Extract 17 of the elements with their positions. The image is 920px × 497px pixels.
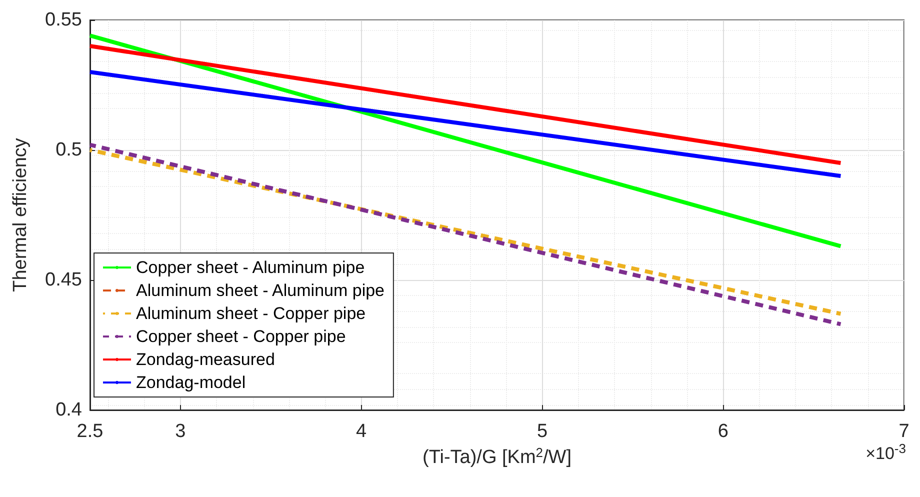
legend-label: Zondag-model [136,373,246,392]
x-tick-label: 5 [536,421,548,442]
x-tick-label: 6 [718,421,728,442]
x-tick-label: 2.5 [76,421,104,442]
legend-label: Copper sheet - Aluminum pipe [136,258,365,277]
x-tick-label: 4 [356,421,368,442]
y-tick-label: 0.5 [56,140,82,160]
legend-label: Copper sheet - Copper pipe [136,327,346,346]
y-tick-label: 0.45 [45,270,82,290]
legend-label: Aluminum sheet - Copper pipe [136,304,366,323]
y-tick-label: 0.55 [45,10,82,30]
x-tick-label: 7 [898,421,910,442]
y-axis-title: Thermal efficiency [10,138,31,292]
y-tick-label: 0.4 [56,400,82,420]
legend-label: Zondag-measured [136,350,275,369]
legend-label: Aluminum sheet - Aluminum pipe [136,281,385,300]
x-tick-label: 3 [175,421,186,442]
